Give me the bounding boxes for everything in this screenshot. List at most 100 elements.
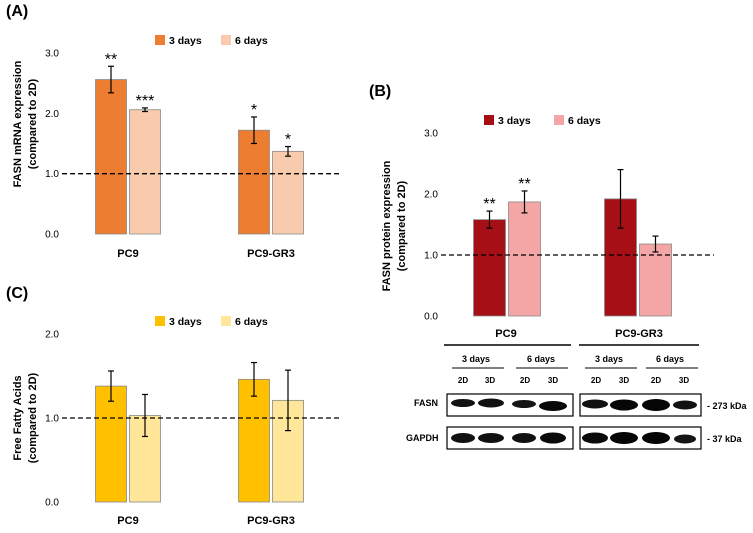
bar — [95, 79, 127, 235]
bar — [129, 109, 161, 235]
significance-stars: * — [251, 102, 257, 119]
blot-band — [582, 399, 608, 409]
panel-a-plot: ******* — [62, 51, 340, 235]
panel-b-ylabel-1: FASN protein expression — [381, 160, 393, 291]
panel-b-legend-6days: 6 days — [568, 115, 601, 127]
blot-band — [539, 401, 567, 411]
significance-stars: ** — [483, 196, 495, 213]
panel-a-legend-3days: 3 days — [169, 35, 202, 47]
panel-b-legend-3days: 3 days — [498, 115, 531, 127]
blot-time-gr3-3d: 3 days — [595, 354, 623, 364]
ytick-label: 0.0 — [45, 230, 59, 241]
panel-c-label: (C) — [6, 285, 28, 302]
blot-frame-gapdh-pc9 — [446, 426, 574, 450]
blot-band — [478, 433, 504, 443]
panel-a-category-pc9gr3: PC9-GR3 — [247, 248, 295, 260]
significance-stars: * — [285, 132, 291, 149]
blot-group-pc9gr3: PC9-GR3 — [615, 328, 663, 340]
panel-c-legend-3days: 3 days — [169, 316, 202, 328]
bar — [238, 378, 270, 503]
blot-band — [512, 400, 536, 408]
panel-b-label: (B) — [369, 83, 391, 100]
bar — [639, 243, 672, 317]
panel-b-ylabel-2: (compared to 2D) — [396, 180, 408, 271]
blot-cond: 2D — [651, 376, 661, 385]
ytick-label: 2.0 — [45, 109, 59, 120]
blot-time-pc9-6d: 6 days — [527, 354, 555, 364]
panel-a-legend-swatch-6days — [221, 35, 231, 45]
blot-band — [451, 399, 475, 407]
significance-stars: *** — [136, 93, 155, 110]
panel-a-category-pc9: PC9 — [117, 248, 138, 260]
blot-time-pc9-3d: 3 days — [462, 354, 490, 364]
significance-stars: ** — [105, 51, 117, 68]
panel-a-ylabel-1: FASN mRNA expression — [12, 60, 24, 187]
blot-cond: 2D — [591, 376, 601, 385]
panel-b: (B) 3 days 6 days FASN protein expressio… — [369, 83, 748, 450]
blot-time-gr3-6d: 6 days — [656, 354, 684, 364]
blot-cond: 3D — [679, 376, 689, 385]
panel-c-category-pc9gr3: PC9-GR3 — [247, 515, 295, 527]
blot-band — [642, 399, 670, 411]
ytick-label: 0.0 — [424, 312, 438, 323]
blot-size-gapdh: - 37 kDa — [707, 434, 743, 444]
panel-c-yticks: 0.0 1.0 2.0 — [45, 330, 59, 509]
panel-b-legend-swatch-3days — [484, 115, 494, 125]
blot-band — [642, 432, 670, 444]
panel-c-plot — [62, 361, 340, 503]
panel-c: (C) 3 days 6 days Free Fatty Acids (comp… — [6, 285, 340, 527]
panel-a-yticks: 0.0 1.0 2.0 3.0 — [45, 49, 59, 241]
blot-band — [512, 433, 536, 443]
panel-b-plot: ** ** — [441, 169, 714, 317]
panel-c-ylabel-2: (compared to 2D) — [27, 372, 39, 463]
ytick-label: 1.0 — [424, 251, 438, 262]
panel-c-category-pc9: PC9 — [117, 515, 138, 527]
blot-band — [610, 432, 638, 444]
blot-band — [610, 399, 638, 411]
bar — [508, 201, 541, 317]
blot-frame-gapdh-gr3 — [579, 426, 702, 450]
panel-a-label: (A) — [6, 3, 28, 20]
blot-cond: 2D — [458, 376, 468, 385]
panel-c-legend-swatch-6days — [221, 316, 231, 326]
panel-a-legend-6days: 6 days — [235, 35, 268, 47]
blot-group-pc9: PC9 — [495, 328, 516, 340]
blot-band — [451, 433, 475, 443]
bar — [238, 129, 270, 235]
ytick-label: 2.0 — [424, 190, 438, 201]
blot-row-label-fasn: FASN — [414, 398, 438, 408]
blot-band — [582, 432, 608, 444]
panel-b-yticks: 0.0 1.0 2.0 3.0 — [424, 129, 438, 323]
ytick-label: 0.0 — [45, 498, 59, 509]
blot-frame-fasn-pc9 — [446, 393, 574, 417]
ytick-label: 1.0 — [45, 169, 59, 180]
ytick-label: 3.0 — [424, 129, 438, 140]
blot-band — [674, 434, 696, 444]
blot-band — [540, 432, 566, 444]
blot-frame-fasn-gr3 — [579, 393, 702, 417]
blot-band — [673, 400, 697, 410]
blot-row-label-gapdh: GAPDH — [406, 433, 439, 443]
panel-a: (A) 3 days 6 days FASN mRNA expression (… — [6, 3, 340, 260]
bar — [272, 150, 304, 235]
panel-a-ylabel-2: (compared to 2D) — [27, 78, 39, 169]
blot-size-fasn: - 273 kDa — [707, 401, 748, 411]
ytick-label: 3.0 — [45, 49, 59, 60]
blot-band — [478, 398, 504, 408]
ytick-label: 1.0 — [45, 414, 59, 425]
blot-cond: 2D — [520, 376, 530, 385]
blot-cond: 3D — [548, 376, 558, 385]
panel-c-legend-6days: 6 days — [235, 316, 268, 328]
significance-stars: ** — [518, 176, 530, 193]
blot-cond: 3D — [485, 376, 495, 385]
panel-b-legend-swatch-6days — [554, 115, 564, 125]
blot-cond: 3D — [619, 376, 629, 385]
panel-a-legend-swatch-3days — [155, 35, 165, 45]
panel-c-legend-swatch-3days — [155, 316, 165, 326]
panel-c-ylabel-1: Free Fatty Acids — [12, 375, 24, 460]
ytick-label: 2.0 — [45, 330, 59, 341]
bar — [95, 385, 127, 503]
bar — [473, 219, 506, 317]
